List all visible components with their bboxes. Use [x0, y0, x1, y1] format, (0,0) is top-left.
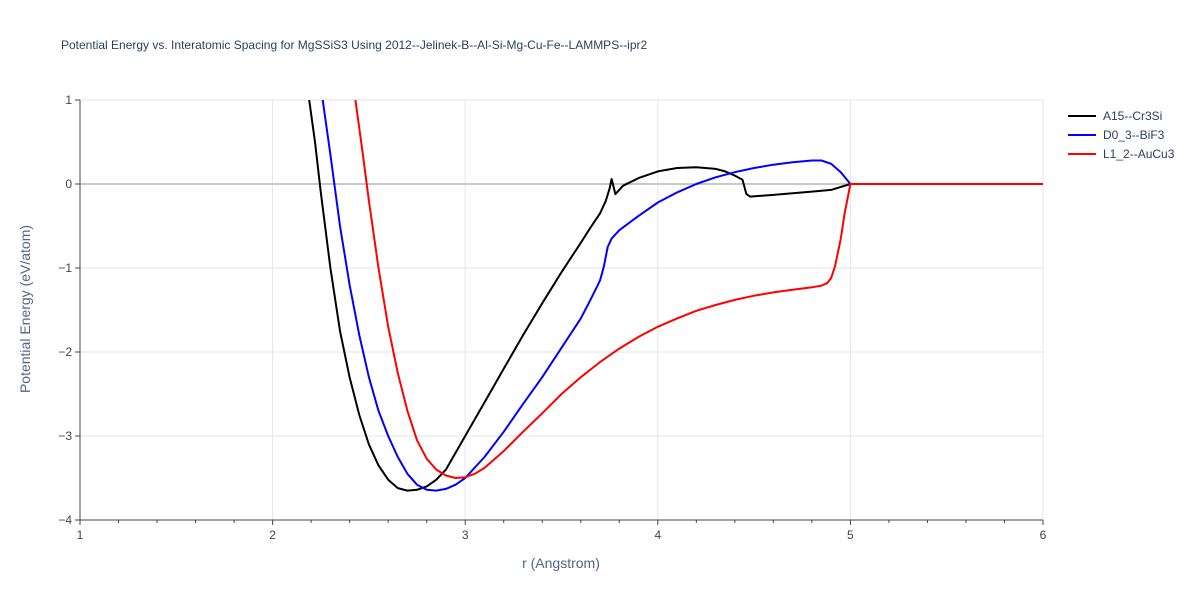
- legend-label: A15--Cr3Si: [1103, 108, 1163, 123]
- axes: [79, 100, 1043, 521]
- series-layer: [308, 99, 1043, 492]
- series-line-2: [321, 99, 1043, 492]
- grid: [80, 99, 1044, 521]
- y-tick-label: 1: [65, 93, 72, 107]
- legend-swatch: [1068, 114, 1096, 117]
- legend-item-2[interactable]: D0_3--BiF3: [1068, 125, 1174, 144]
- y-axis-title: Potential Energy (eV/atom): [17, 225, 33, 393]
- y-axis-ticks: −4 −3 −2 −1 0 1: [58, 93, 80, 527]
- y-tick-label: −1: [58, 261, 72, 275]
- x-tick-label: 6: [1040, 528, 1047, 542]
- legend-label: D0_3--BiF3: [1103, 127, 1165, 142]
- legend-item-3[interactable]: L1_2--AuCu3: [1068, 144, 1174, 163]
- x-tick-label: 3: [462, 528, 469, 542]
- x-tick-label: 2: [269, 528, 276, 542]
- legend-item-1[interactable]: A15--Cr3Si: [1068, 106, 1174, 125]
- x-tick-label: 1: [77, 528, 84, 542]
- y-tick-label: −2: [58, 345, 72, 359]
- x-tick-label: 5: [847, 528, 854, 542]
- legend-label: L1_2--AuCu3: [1103, 146, 1175, 161]
- x-tick-label: 4: [654, 528, 661, 542]
- y-tick-label: −3: [58, 429, 72, 443]
- series-line-1: [308, 99, 1043, 492]
- x-axis-title: r (Angstrom): [522, 555, 600, 571]
- legend: A15--Cr3Si D0_3--BiF3 L1_2--AuCu3: [1068, 106, 1174, 163]
- y-tick-label: −4: [58, 513, 72, 527]
- y-tick-label: 0: [65, 177, 72, 191]
- series-line-3: [354, 99, 1043, 479]
- x-axis-ticks: 1 2 3 4 5 6: [77, 520, 1047, 542]
- legend-swatch: [1068, 152, 1096, 155]
- chart-title: Potential Energy vs. Interatomic Spacing…: [61, 38, 648, 52]
- legend-swatch: [1068, 133, 1096, 136]
